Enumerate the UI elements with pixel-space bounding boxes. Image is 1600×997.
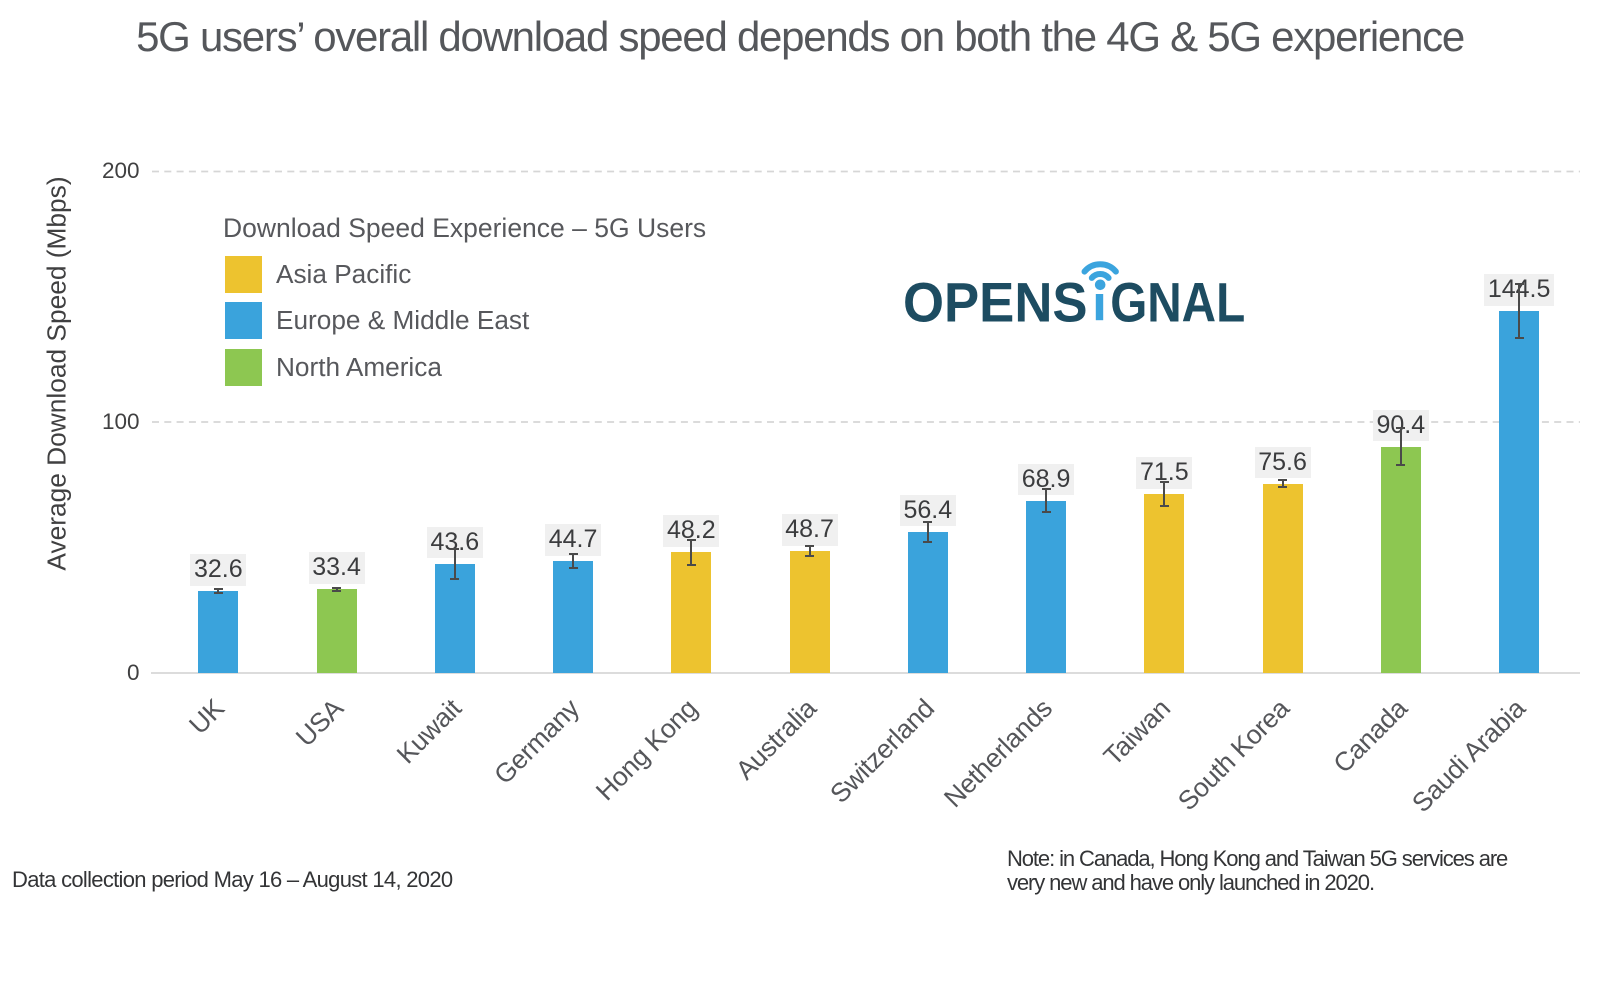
svg-text:GNAL: GNAL (1110, 271, 1245, 334)
svg-text:OPENS: OPENS (903, 271, 1088, 334)
